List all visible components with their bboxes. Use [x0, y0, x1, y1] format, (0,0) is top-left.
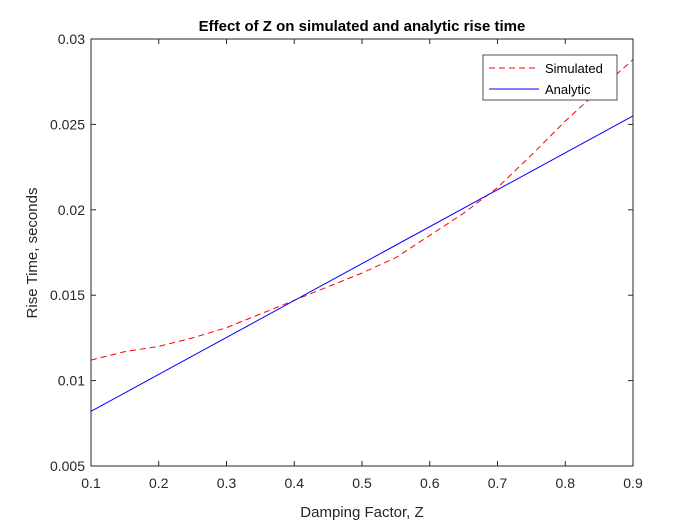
- y-tick-label: 0.03: [58, 31, 85, 47]
- x-tick-label: 0.1: [81, 475, 101, 491]
- plot-area: [91, 39, 633, 466]
- x-axis-label: Damping Factor, Z: [300, 504, 423, 521]
- x-tick-label: 0.8: [556, 475, 576, 491]
- ticks-layer: 0.1 0.2 0.3 0.4 0.5 0.6 0.7 0.8 0.9 0.005 0.01 0.01…: [50, 31, 643, 491]
- y-tick-label: 0.005: [50, 458, 85, 474]
- y-tick-label: 0.02: [58, 202, 85, 218]
- y-tick-label: 0.025: [50, 116, 85, 132]
- x-tick-label: 0.5: [352, 475, 372, 491]
- x-tick-label: 0.6: [420, 475, 440, 491]
- chart-title: Effect of Z on simulated and analytic ri…: [199, 18, 526, 35]
- y-axis-label: Rise Time, seconds: [24, 188, 41, 319]
- x-tick-label: 0.2: [149, 475, 169, 491]
- series-line-simulated: [90, 59, 634, 361]
- legend: Simulated Analytic: [482, 54, 618, 101]
- legend-box: [482, 54, 618, 101]
- y-tick-label: 0.01: [58, 373, 85, 389]
- x-tick-label: 0.9: [623, 475, 643, 491]
- x-tick-label: 0.4: [285, 475, 305, 491]
- series-layer: [90, 59, 634, 412]
- axes-box: [90, 38, 634, 467]
- x-tick-label: 0.3: [217, 475, 237, 491]
- series-line-analytic: [90, 115, 634, 412]
- legend-label-simulated: Simulated: [545, 61, 603, 76]
- x-tick-label: 0.7: [488, 475, 508, 491]
- y-tick-label: 0.015: [50, 287, 85, 303]
- legend-label-analytic: Analytic: [545, 82, 591, 97]
